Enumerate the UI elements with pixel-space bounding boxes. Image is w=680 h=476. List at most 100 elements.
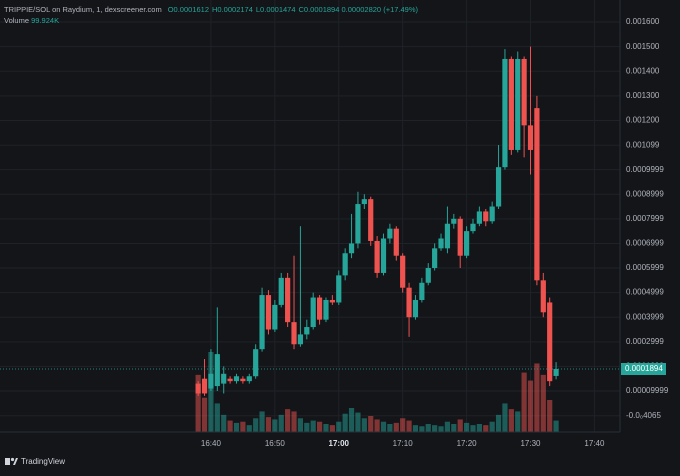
volume-bar bbox=[400, 418, 406, 432]
volume-bar bbox=[208, 352, 214, 432]
volume-bar bbox=[259, 411, 265, 432]
volume-bar bbox=[527, 380, 534, 432]
y-tick-label: 0.001400 bbox=[626, 66, 660, 75]
volume-bar bbox=[310, 420, 316, 432]
volume-bar bbox=[329, 425, 335, 432]
volume-bar bbox=[278, 414, 284, 432]
volume-bar bbox=[291, 411, 297, 432]
x-tick-label: 16:40 bbox=[201, 439, 222, 448]
candle-body bbox=[310, 297, 316, 328]
volume-bar bbox=[285, 409, 291, 432]
candle-body bbox=[540, 280, 546, 313]
volume-bar bbox=[457, 419, 463, 432]
y-tick-label: 0.0002999 bbox=[626, 337, 664, 346]
header: TRIPPIE/SOL on Raydium, 1, dexscreener.c… bbox=[4, 5, 419, 14]
candle-body bbox=[208, 373, 214, 389]
candle-body bbox=[374, 240, 380, 273]
candle-body bbox=[400, 255, 406, 288]
candle-body bbox=[336, 275, 342, 303]
volume-bar bbox=[201, 397, 208, 432]
volume-bar bbox=[495, 414, 502, 432]
x-tick-label: 17:20 bbox=[457, 439, 478, 448]
candle-body bbox=[444, 223, 451, 249]
candle-body bbox=[412, 299, 419, 318]
y-tick-label: 0.0006999 bbox=[626, 239, 664, 248]
y-tick-label: 0.0008999 bbox=[626, 189, 664, 198]
candle-body bbox=[201, 378, 208, 394]
volume-bar bbox=[221, 414, 227, 432]
y-tick-label: 0.00009999 bbox=[626, 386, 669, 395]
volume-title: Volume bbox=[4, 16, 29, 25]
y-tick-label: 0.0004999 bbox=[626, 288, 664, 297]
candle-body bbox=[297, 334, 304, 345]
volume-bar bbox=[214, 403, 220, 432]
y-tick-label: 0.001500 bbox=[626, 42, 660, 51]
candle-body bbox=[272, 304, 278, 330]
candle-body bbox=[527, 125, 534, 150]
volume-bar bbox=[515, 411, 521, 432]
candle-body bbox=[451, 218, 457, 224]
ohlc: O0.0001612 H0.0002174 L0.0001474 C0.0001894 bbox=[168, 5, 340, 14]
volume-bar bbox=[438, 426, 444, 432]
grid bbox=[0, 0, 620, 432]
candle-body bbox=[368, 199, 374, 241]
candle-body bbox=[246, 376, 252, 382]
candle-body bbox=[521, 58, 527, 126]
volume-bar bbox=[547, 400, 553, 432]
candle-body bbox=[419, 282, 425, 300]
volume-bar bbox=[246, 425, 252, 432]
x-tick-label: 16:50 bbox=[265, 439, 286, 448]
axes: 0.001600 0.001500 0.001400 0.001300 0.001200… bbox=[0, 17, 669, 448]
candle-body bbox=[508, 58, 514, 150]
volume-bar bbox=[348, 408, 355, 432]
volume-bar bbox=[233, 422, 240, 432]
candle-body bbox=[240, 378, 246, 382]
volume-pane bbox=[195, 352, 559, 432]
y-tick-label: 0.0009999 bbox=[626, 165, 664, 174]
x-tick-label: 17:00 bbox=[329, 439, 350, 448]
last-price-box bbox=[621, 363, 666, 376]
candle-body bbox=[387, 228, 393, 239]
x-tick-label: 17:40 bbox=[584, 439, 605, 448]
volume-bar bbox=[380, 421, 387, 432]
candle-body bbox=[463, 231, 470, 256]
ohlc-value: O0.0001612 bbox=[168, 5, 209, 14]
candle-body bbox=[515, 58, 521, 150]
candle-body bbox=[393, 228, 399, 256]
volume-bar bbox=[323, 424, 329, 432]
candle-body bbox=[547, 302, 553, 382]
y-tick-label: -0.0₀4065 bbox=[626, 411, 661, 420]
candle-body bbox=[502, 58, 508, 168]
volume-bar bbox=[432, 425, 438, 432]
candle-body bbox=[534, 108, 540, 281]
candle-body bbox=[316, 297, 323, 320]
volume-bar bbox=[316, 421, 323, 432]
volume-bar bbox=[240, 421, 246, 432]
title: TRIPPIE/SOL on Raydium, 1, dexscreener.c… bbox=[4, 5, 162, 14]
candle-body bbox=[380, 238, 387, 273]
volume-bar bbox=[476, 424, 482, 432]
candle-body bbox=[438, 238, 444, 249]
tradingview-logo bbox=[5, 457, 18, 465]
volume-bar bbox=[463, 422, 470, 432]
volume-bar bbox=[521, 372, 527, 432]
volume-bar bbox=[502, 403, 508, 432]
volume-bar bbox=[355, 412, 361, 432]
ohlc-value: C0.0001894 bbox=[299, 5, 340, 14]
volume-bar bbox=[297, 418, 304, 432]
volume-bar bbox=[444, 421, 451, 432]
candle-body bbox=[476, 211, 482, 224]
candle-body bbox=[348, 243, 355, 254]
y-tick-label: 0.0005999 bbox=[626, 263, 664, 272]
candle-body bbox=[323, 299, 329, 320]
candle-body bbox=[425, 268, 431, 283]
candle-body bbox=[361, 199, 367, 205]
candle-body bbox=[483, 211, 489, 222]
candle-body bbox=[342, 253, 348, 276]
volume-bar bbox=[489, 421, 495, 432]
candle-body bbox=[214, 354, 220, 387]
volume-bar bbox=[272, 419, 278, 432]
candle-body bbox=[221, 373, 227, 384]
